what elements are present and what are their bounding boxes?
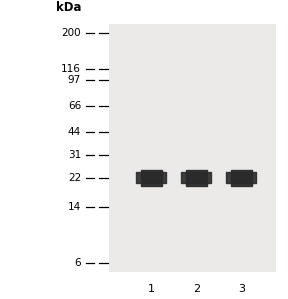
Text: kDa: kDa xyxy=(56,1,81,14)
Text: 97: 97 xyxy=(68,75,81,86)
Text: 31: 31 xyxy=(68,150,81,160)
Text: 3: 3 xyxy=(238,285,245,295)
Text: 66: 66 xyxy=(68,101,81,111)
Text: 22: 22 xyxy=(68,173,81,183)
Text: 116: 116 xyxy=(61,64,81,74)
Text: 14: 14 xyxy=(68,202,81,212)
Text: 6: 6 xyxy=(74,258,81,268)
Text: 1: 1 xyxy=(148,285,155,295)
Text: 200: 200 xyxy=(61,28,81,38)
Text: 44: 44 xyxy=(68,127,81,137)
Text: 2: 2 xyxy=(193,285,200,295)
